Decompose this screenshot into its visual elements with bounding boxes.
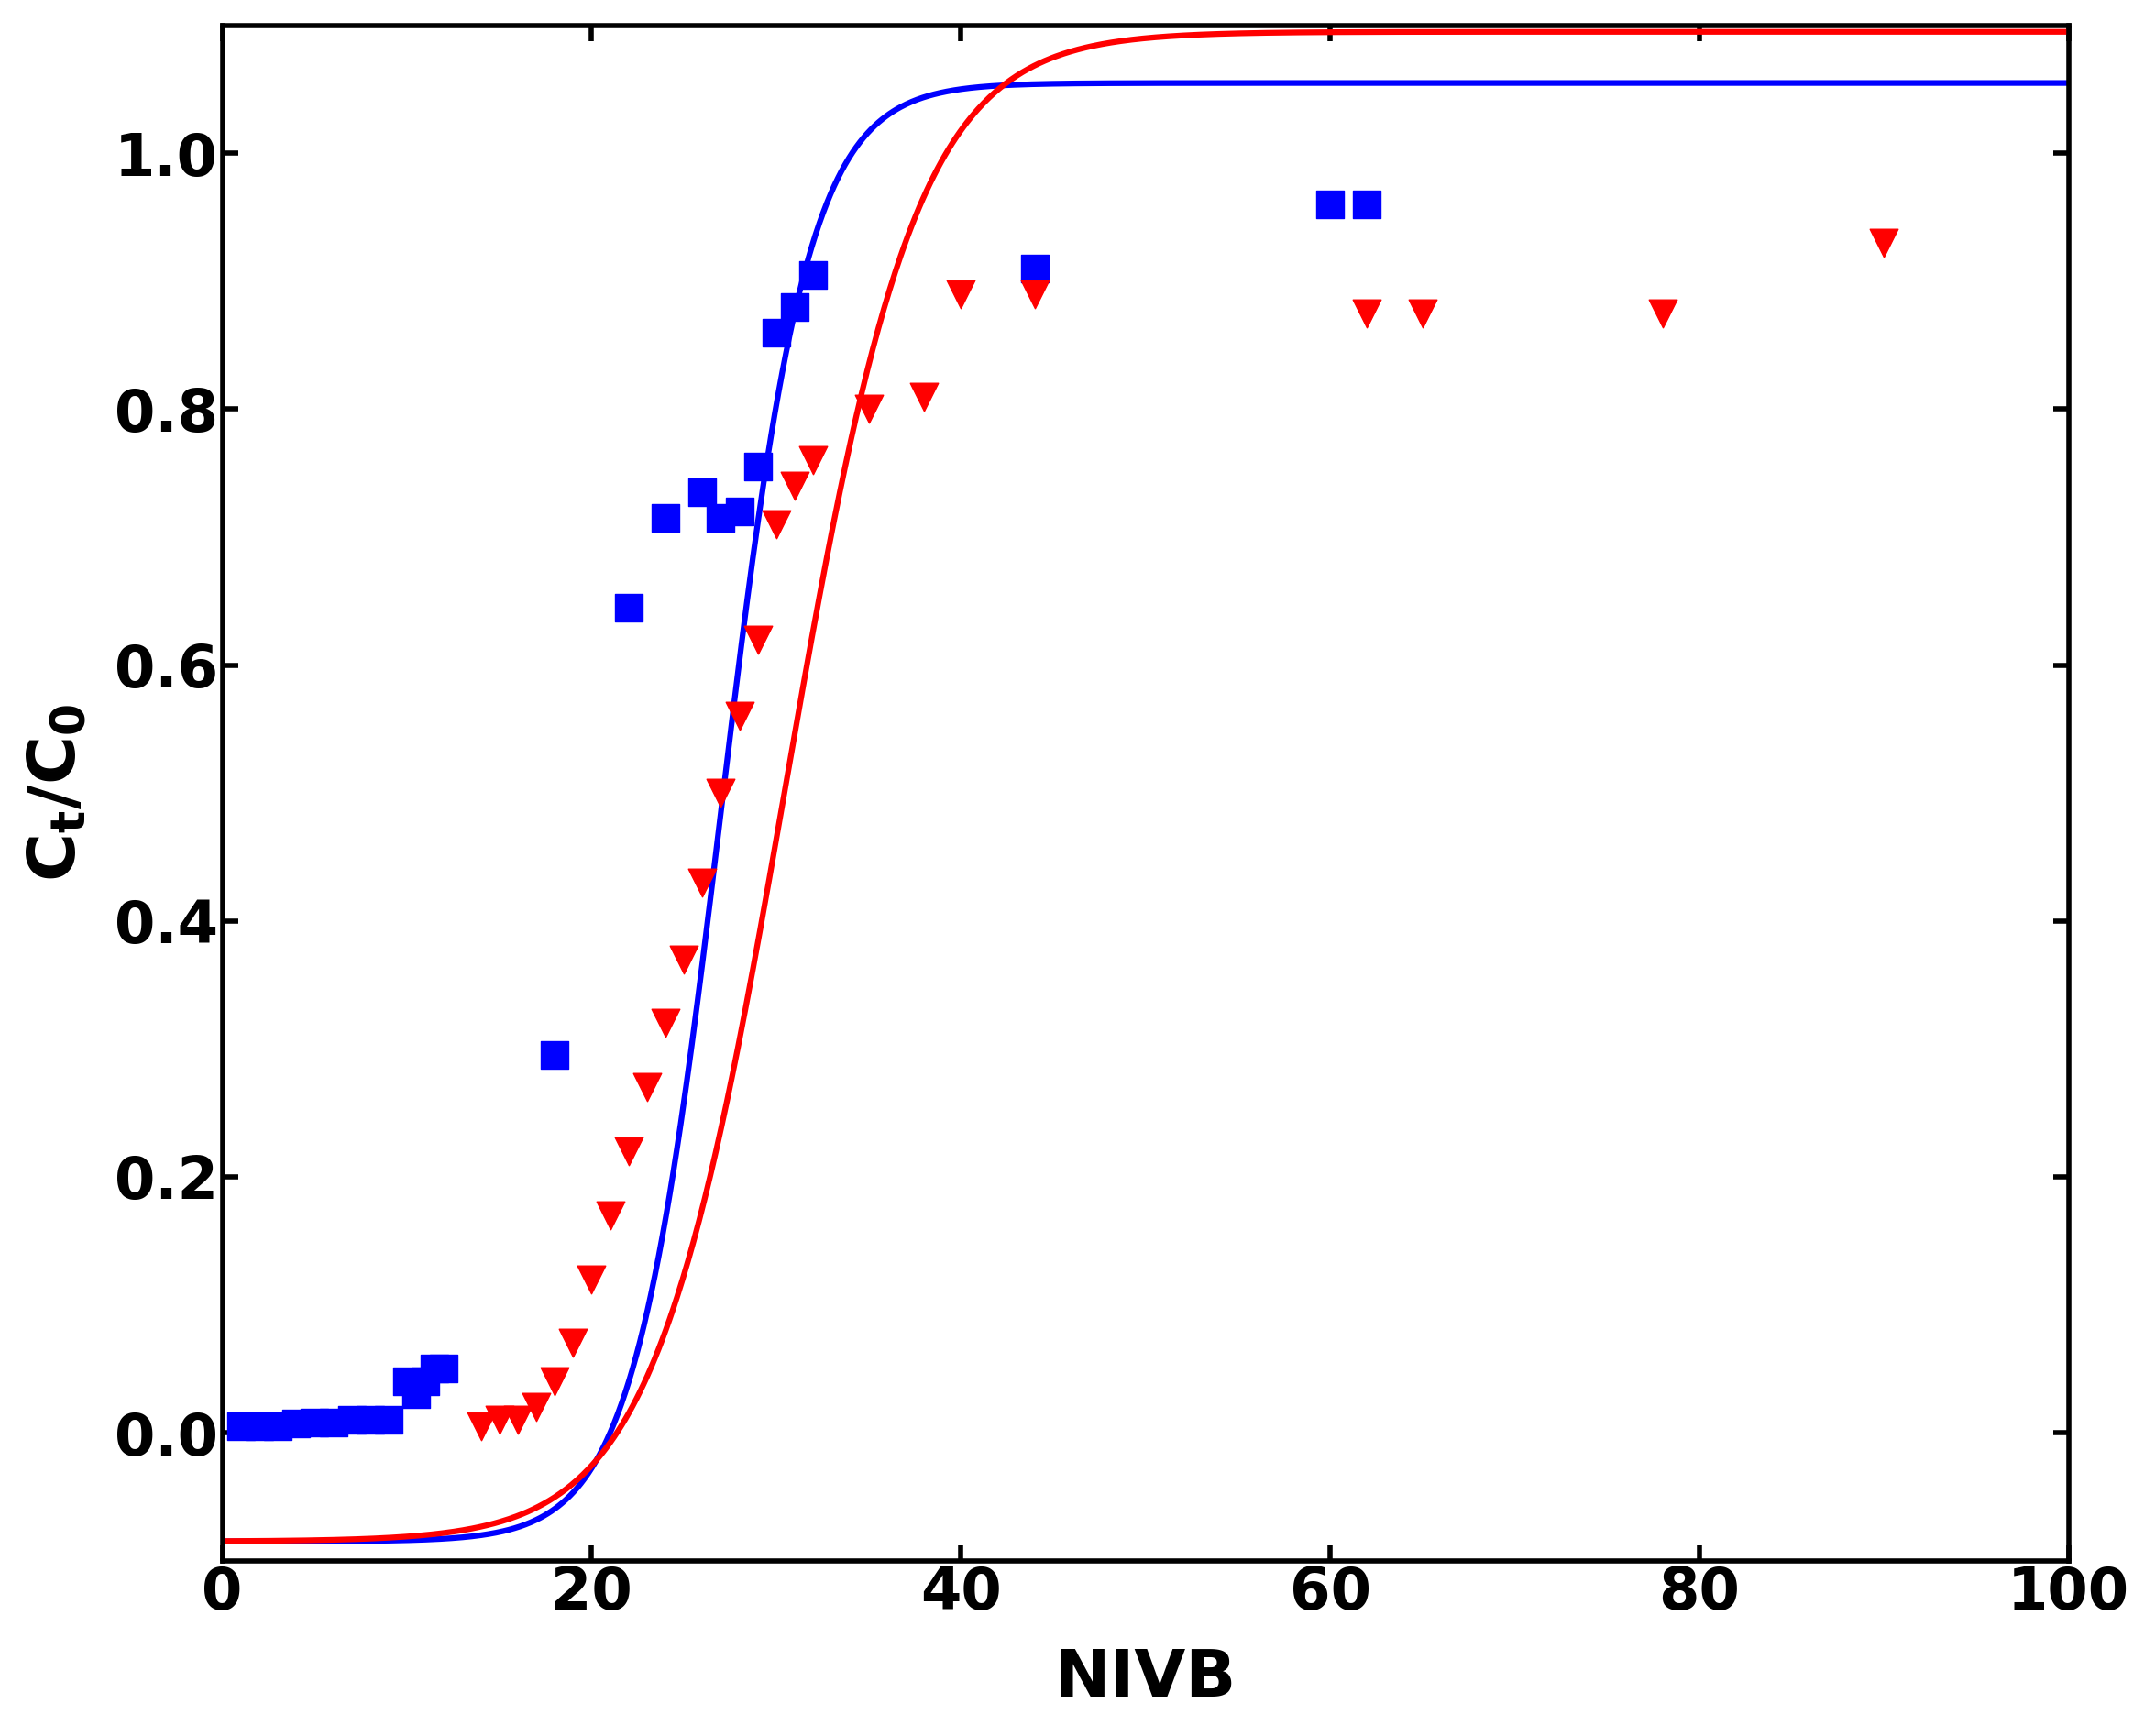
Point [278,1410,312,1437]
Point [629,1073,664,1101]
Point [500,1406,534,1434]
Point [418,1354,453,1382]
Point [593,1201,627,1229]
Point [334,1406,369,1434]
Point [778,472,812,500]
Point [519,1394,554,1422]
Point [741,453,776,481]
Point [1017,255,1052,283]
Point [371,1406,405,1434]
Y-axis label: $\mathbf{C_t/C_0}$: $\mathbf{C_t/C_0}$ [26,703,88,882]
Point [537,1042,571,1069]
Point [297,1408,332,1436]
Point [1017,279,1052,307]
Point [1405,299,1440,326]
Point [224,1413,259,1441]
Point [463,1413,498,1441]
Point [241,1413,276,1441]
Point [705,503,739,531]
Point [685,479,720,507]
Point [537,1368,571,1396]
Point [705,779,739,807]
X-axis label: NIVB: NIVB [1054,1647,1237,1710]
Point [261,1413,295,1441]
Point [407,1368,442,1396]
Point [759,510,793,538]
Point [907,382,942,410]
Point [778,293,812,321]
Point [1866,229,1901,257]
Point [722,498,756,526]
Point [1644,299,1679,326]
Point [427,1354,461,1382]
Point [353,1406,388,1434]
Point [390,1368,425,1396]
Point [612,594,646,621]
Point [399,1380,433,1408]
Point [483,1406,517,1434]
Point [612,1137,646,1165]
Point [944,279,978,307]
Point [1349,299,1384,326]
Point [722,703,756,731]
Point [741,625,776,653]
Point [795,260,830,288]
Point [317,1408,351,1436]
Point [575,1266,610,1293]
Point [556,1330,590,1358]
Point [795,446,830,474]
Point [1349,191,1384,219]
Point [649,1009,683,1036]
Point [1312,191,1347,219]
Point [666,946,700,974]
Point [685,868,720,896]
Point [759,319,793,347]
Point [851,396,886,424]
Point [649,503,683,531]
